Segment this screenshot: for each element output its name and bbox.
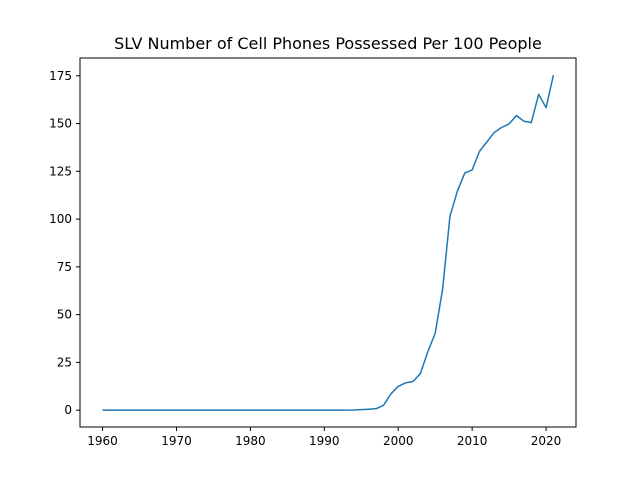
- y-tick-label: 150: [49, 117, 72, 131]
- y-axis: 0 25 50 75 100 125 150 175: [49, 69, 80, 417]
- x-tick-label: 2020: [531, 434, 562, 448]
- y-tick-label: 0: [64, 403, 72, 417]
- x-tick-label: 1990: [309, 434, 340, 448]
- x-tick-label: 2010: [457, 434, 488, 448]
- y-tick-label: 25: [57, 355, 72, 369]
- y-tick-label: 175: [49, 69, 72, 83]
- x-tick-label: 1960: [87, 434, 118, 448]
- chart-title: SLV Number of Cell Phones Possessed Per …: [114, 34, 542, 53]
- series-line-0: [102, 74, 555, 411]
- plot-area: [102, 74, 555, 411]
- x-tick-label: 1970: [161, 434, 192, 448]
- y-tick-label: 50: [57, 308, 72, 322]
- y-tick-label: 100: [49, 212, 72, 226]
- x-axis: 1960 1970 1980 1990 2000 2010 2020: [87, 427, 561, 448]
- x-tick-label: 2000: [383, 434, 414, 448]
- y-tick-label: 75: [57, 260, 72, 274]
- y-tick-label: 125: [49, 164, 72, 178]
- plot-frame: [79, 57, 577, 428]
- x-tick-label: 1980: [235, 434, 266, 448]
